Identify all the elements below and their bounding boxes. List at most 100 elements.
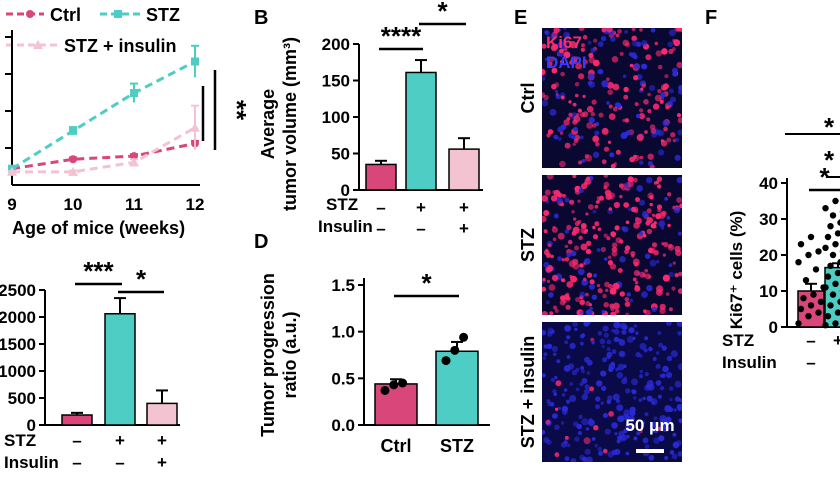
cell-nucleus (578, 235, 583, 240)
cell-nucleus (676, 61, 682, 69)
cell-nucleus (590, 47, 596, 54)
cell-nucleus (618, 183, 624, 188)
cell-nucleus (546, 133, 551, 138)
row-mark: + (833, 331, 840, 350)
cell-nucleus (577, 430, 583, 436)
cell-nucleus (612, 282, 620, 290)
stain-label-dapi: DAPI (546, 53, 587, 72)
row-mark: + (459, 219, 469, 238)
cell-nucleus (633, 270, 641, 277)
data-point (827, 223, 834, 230)
cell-nucleus (665, 292, 670, 296)
row-mark: + (416, 198, 426, 217)
cell-nucleus (657, 184, 662, 189)
cell-nucleus (631, 28, 636, 32)
cell-nucleus (583, 229, 588, 235)
cell-nucleus (617, 29, 622, 34)
cell-nucleus (611, 242, 618, 248)
cell-nucleus (624, 245, 631, 251)
cell-nucleus (658, 149, 665, 156)
cell-nucleus (584, 322, 589, 325)
cell-nucleus (661, 345, 667, 351)
cell-nucleus (639, 108, 644, 113)
cell-nucleus (675, 440, 682, 446)
data-point (832, 197, 839, 205)
cell-nucleus (549, 56, 555, 62)
bar-chart-average-tumor-volume: Average tumor volume (mm³) 0 50 100 150 200 –… (258, 0, 483, 238)
cell-nucleus (566, 117, 571, 121)
cell-nucleus (577, 108, 583, 113)
cell-nucleus (649, 202, 653, 207)
cell-nucleus (570, 458, 577, 462)
y-axis-title-line1: Tumor progression (258, 273, 278, 437)
data-point (130, 152, 138, 161)
cell-nucleus (569, 60, 574, 65)
cell-nucleus (543, 210, 550, 216)
cell-nucleus (564, 142, 571, 149)
cell-nucleus (650, 28, 656, 33)
y-axis-title-line2: ratio (a.u.) (280, 311, 300, 398)
cell-nucleus (549, 108, 557, 116)
cell-nucleus (569, 41, 577, 49)
cell-nucleus (652, 356, 657, 362)
cell-nucleus (544, 57, 549, 61)
y-tick-label: 150 (322, 72, 350, 91)
cell-nucleus (613, 201, 621, 209)
cell-nucleus (657, 89, 662, 94)
cell-nucleus (580, 47, 586, 52)
cell-nucleus (544, 189, 551, 196)
cell-nucleus (674, 245, 681, 253)
cell-nucleus (560, 278, 565, 282)
cell-nucleus (556, 359, 561, 364)
cell-nucleus (668, 88, 674, 94)
micrograph-label-stz: STZ (518, 228, 538, 262)
cell-nucleus (666, 137, 672, 143)
cell-nucleus (596, 199, 601, 203)
cell-nucleus (564, 244, 569, 249)
cell-nucleus (672, 432, 677, 437)
cell-nucleus (677, 363, 682, 371)
cell-nucleus (676, 176, 682, 184)
cell-nucleus (674, 380, 682, 388)
cell-nucleus (614, 309, 620, 314)
cell-nucleus (550, 377, 556, 383)
cell-nucleus (579, 299, 585, 306)
cell-nucleus (595, 141, 600, 147)
cell-nucleus (546, 300, 550, 305)
cell-nucleus (542, 429, 546, 435)
cell-nucleus (564, 257, 570, 262)
cell-nucleus (668, 307, 673, 312)
cell-nucleus (627, 176, 634, 183)
cell-nucleus (657, 394, 662, 399)
significance-label: * (824, 145, 835, 175)
cell-nucleus (646, 228, 653, 235)
cell-nucleus (608, 411, 614, 417)
data-point (805, 313, 812, 320)
cell-nucleus (566, 281, 574, 288)
cell-nucleus (565, 399, 571, 404)
significance-label: * (437, 0, 448, 26)
cell-nucleus (591, 341, 595, 345)
cell-nucleus (653, 249, 659, 256)
cell-nucleus (614, 225, 620, 231)
row-label-insulin: Insulin (318, 217, 373, 236)
cell-nucleus (654, 94, 662, 102)
data-point (441, 356, 451, 366)
data-point (822, 244, 829, 251)
cell-nucleus (552, 352, 557, 357)
cell-nucleus (641, 291, 648, 298)
cell-nucleus (602, 293, 607, 299)
cell-nucleus (650, 128, 657, 134)
cell-nucleus (656, 204, 663, 210)
cell-nucleus (608, 207, 613, 211)
significance-label: *** (83, 256, 114, 286)
cell-nucleus (669, 96, 677, 103)
cell-nucleus (633, 396, 637, 400)
panel-label-e: E (514, 7, 527, 29)
data-point (824, 233, 832, 241)
cell-nucleus (601, 28, 607, 33)
data-point (7, 166, 17, 176)
cell-nucleus (623, 202, 630, 208)
cell-nucleus (667, 223, 671, 228)
